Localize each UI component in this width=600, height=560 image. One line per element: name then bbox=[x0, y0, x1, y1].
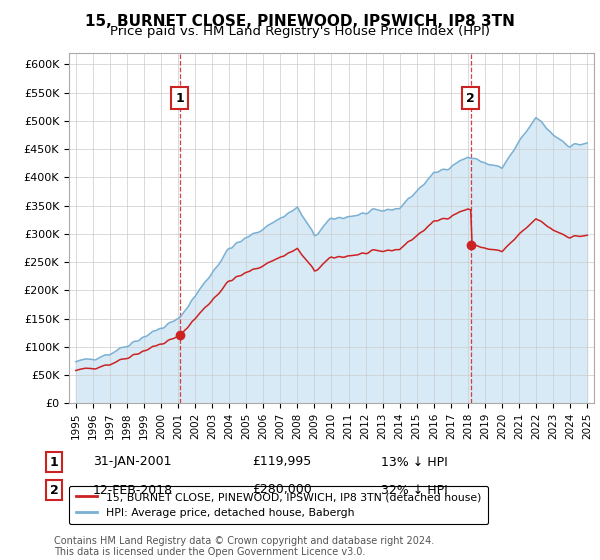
Text: £280,000: £280,000 bbox=[252, 483, 312, 497]
Text: 13% ↓ HPI: 13% ↓ HPI bbox=[381, 455, 448, 469]
Text: Price paid vs. HM Land Registry's House Price Index (HPI): Price paid vs. HM Land Registry's House … bbox=[110, 25, 490, 38]
Legend: 15, BURNET CLOSE, PINEWOOD, IPSWICH, IP8 3TN (detached house), HPI: Average pric: 15, BURNET CLOSE, PINEWOOD, IPSWICH, IP8… bbox=[69, 486, 488, 524]
Text: 32% ↓ HPI: 32% ↓ HPI bbox=[381, 483, 448, 497]
Text: Contains HM Land Registry data © Crown copyright and database right 2024.
This d: Contains HM Land Registry data © Crown c… bbox=[54, 535, 434, 557]
Text: 12-FEB-2018: 12-FEB-2018 bbox=[93, 483, 173, 497]
Text: 2: 2 bbox=[466, 92, 475, 105]
Text: 31-JAN-2001: 31-JAN-2001 bbox=[93, 455, 172, 469]
Text: £119,995: £119,995 bbox=[252, 455, 311, 469]
Text: 1: 1 bbox=[175, 92, 184, 105]
Text: 1: 1 bbox=[50, 455, 58, 469]
Text: 15, BURNET CLOSE, PINEWOOD, IPSWICH, IP8 3TN: 15, BURNET CLOSE, PINEWOOD, IPSWICH, IP8… bbox=[85, 14, 515, 29]
Text: 2: 2 bbox=[50, 483, 58, 497]
